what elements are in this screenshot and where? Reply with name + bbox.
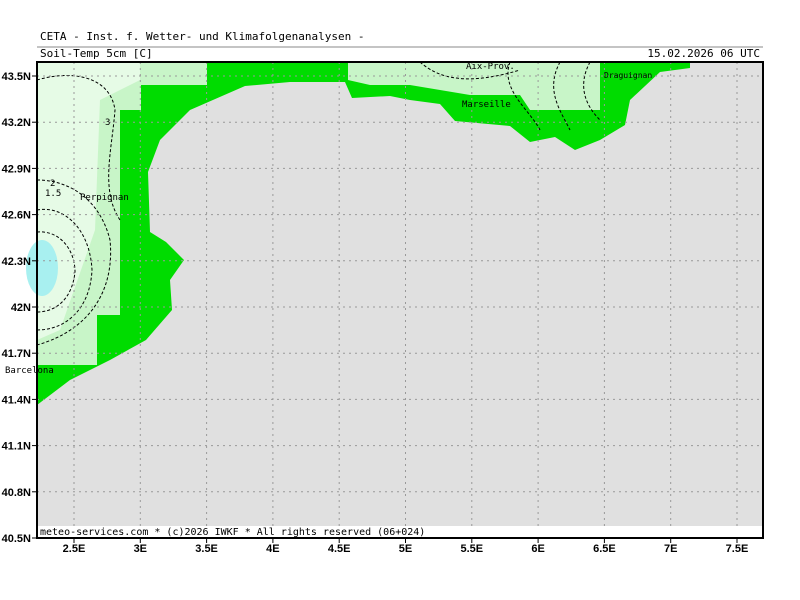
parameter: Soil-Temp 5cm [C] — [40, 47, 153, 60]
place-label: Marseille — [462, 100, 511, 110]
lon-label: 6.5E — [593, 543, 616, 555]
contour — [419, 61, 521, 80]
lon-label: 5.5E — [460, 543, 483, 555]
lon-label: 7E — [664, 543, 677, 555]
map-frame — [36, 61, 764, 539]
lat-label: 42.9N — [2, 163, 31, 175]
place-label: Barcelona — [5, 366, 54, 376]
footer: meteo-services.com * (c)2026 IWKF * All … — [40, 527, 425, 538]
contour — [36, 231, 76, 313]
place-label: Perpignan — [80, 193, 129, 203]
contour-label: 1.5 — [45, 189, 61, 199]
zone-light-north — [348, 62, 600, 110]
contour-label: 2 — [50, 179, 55, 189]
map-area: 3 2 1.5 Aix-Prov. Marseille Draguignan P… — [5, 61, 764, 539]
lon-label: 4.5E — [328, 543, 351, 555]
lat-label: 41.4N — [2, 394, 31, 406]
lon-label: 6E — [531, 543, 544, 555]
lat-label: 40.8N — [2, 487, 31, 499]
place-label: Draguignan — [604, 71, 652, 80]
lat-label: 43.5N — [2, 71, 31, 83]
lat-label: 42N — [11, 302, 31, 314]
contour — [36, 179, 112, 346]
lat-label: 41.1N — [2, 441, 31, 453]
valid-time: 15.02.2026 06 UTC — [647, 47, 760, 60]
contour — [507, 61, 601, 131]
lat-label: 42.6N — [2, 210, 31, 222]
zone-cyan — [26, 240, 58, 296]
lon-label: 7.5E — [726, 543, 749, 555]
contour — [36, 208, 93, 331]
lon-label: 2.5E — [63, 543, 86, 555]
footer-band — [37, 526, 763, 538]
lat-label: 43.2N — [2, 117, 31, 129]
lon-label: 3E — [134, 543, 147, 555]
header-title: CETA - Inst. f. Wetter- und Klimafolgena… — [40, 30, 365, 43]
lon-label: 3.5E — [195, 543, 218, 555]
lat-label: 41.7N — [2, 348, 31, 360]
place-label: Aix-Prov. — [466, 62, 515, 72]
lon-label: 4E — [266, 543, 279, 555]
lat-label: 42.3N — [2, 256, 31, 268]
contour-label: 3 — [105, 118, 110, 128]
lon-label: 5E — [399, 543, 412, 555]
lat-label: 40.5N — [2, 533, 31, 545]
